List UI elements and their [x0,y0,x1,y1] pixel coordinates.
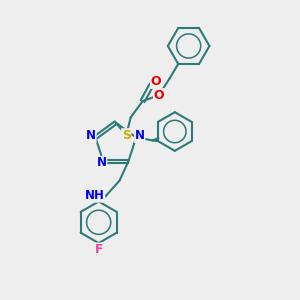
Text: N: N [86,130,96,142]
Text: O: O [151,75,161,88]
Text: NH: NH [85,189,105,202]
Text: S: S [122,129,131,142]
Text: N: N [97,156,107,170]
Text: O: O [154,89,164,102]
Text: F: F [94,243,103,256]
Text: N: N [135,130,145,142]
